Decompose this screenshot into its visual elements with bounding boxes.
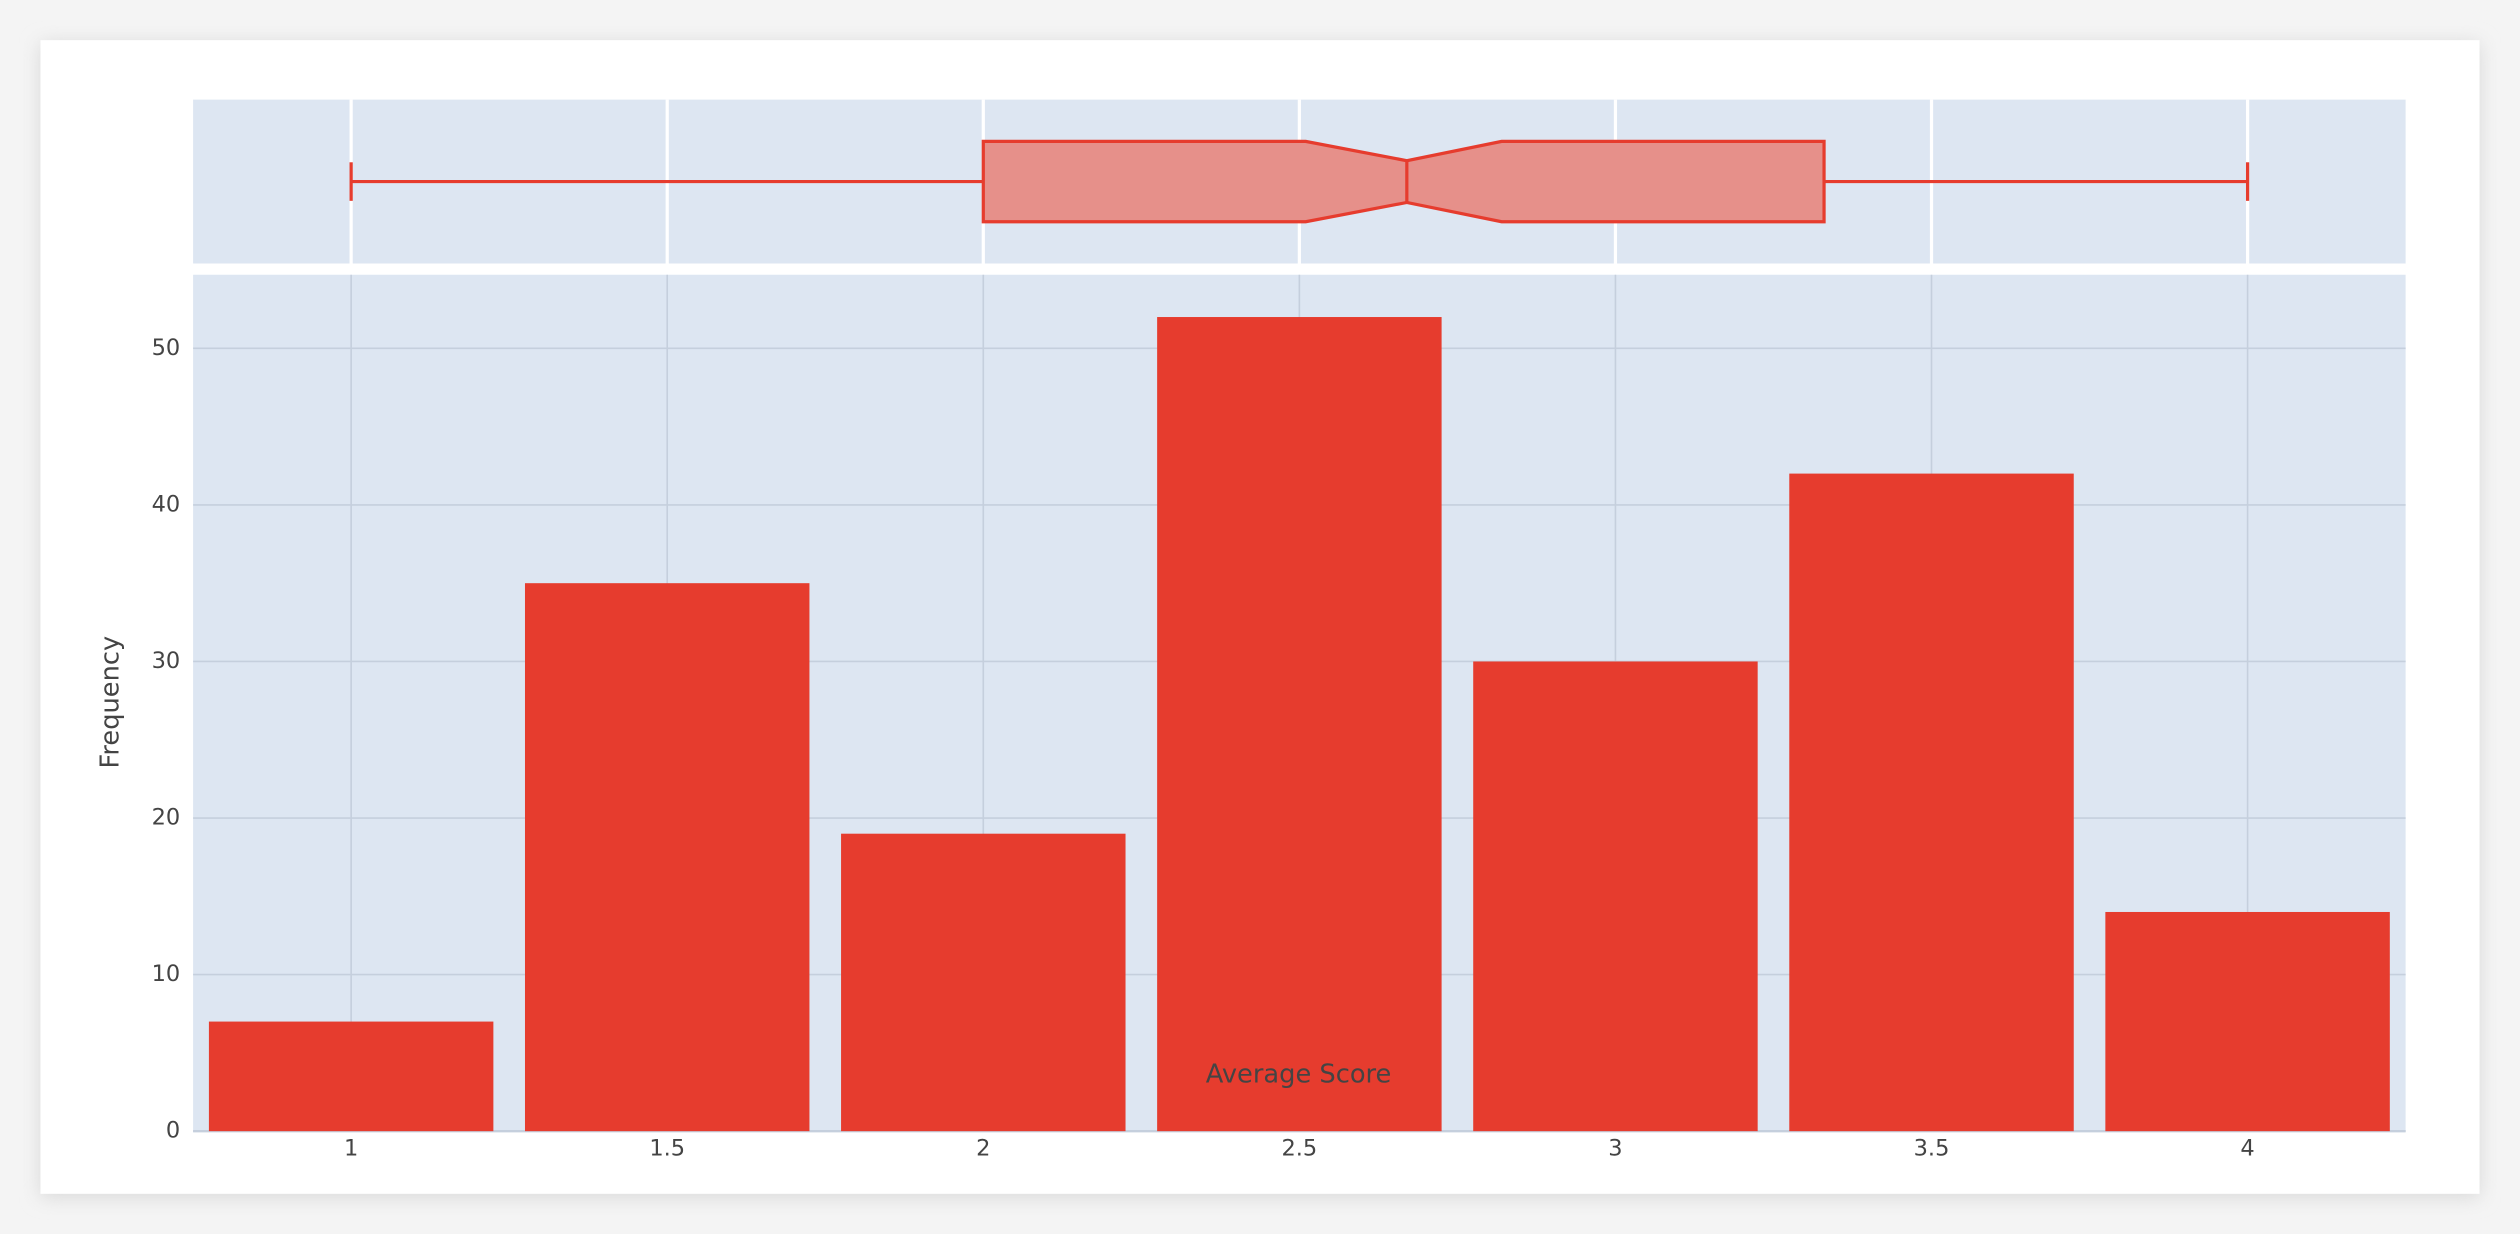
y-tick-label: 30: [152, 648, 181, 674]
y-tick-label: 20: [152, 805, 181, 831]
x-tick-label: 2.5: [1281, 1135, 1317, 1161]
x-tick-label: 3: [1608, 1135, 1622, 1161]
bar: [524, 583, 810, 1132]
bar: [1157, 317, 1442, 1132]
y-tick-label: 10: [152, 961, 181, 987]
bar: [2105, 911, 2390, 1132]
x-tick-label: 1.5: [649, 1135, 685, 1161]
bar: [1473, 661, 1758, 1132]
x-tick-label: 3.5: [1914, 1135, 1950, 1161]
box: [981, 139, 1826, 224]
marks: [208, 139, 2390, 1132]
bar: [208, 1021, 494, 1132]
y-tick-label: 40: [152, 491, 181, 517]
bar: [841, 833, 1126, 1132]
x-tick-label: 1: [344, 1135, 358, 1161]
x-axis-title: Average Score: [1206, 1059, 1392, 1089]
y-tick-label: 50: [152, 335, 181, 361]
bar: [1789, 473, 2074, 1132]
x-tick-label: 2: [976, 1135, 990, 1161]
y-tick-label: 0: [166, 1118, 180, 1144]
x-tick-label: 4: [2240, 1135, 2254, 1161]
y-axis-title: Frequency: [96, 636, 126, 769]
